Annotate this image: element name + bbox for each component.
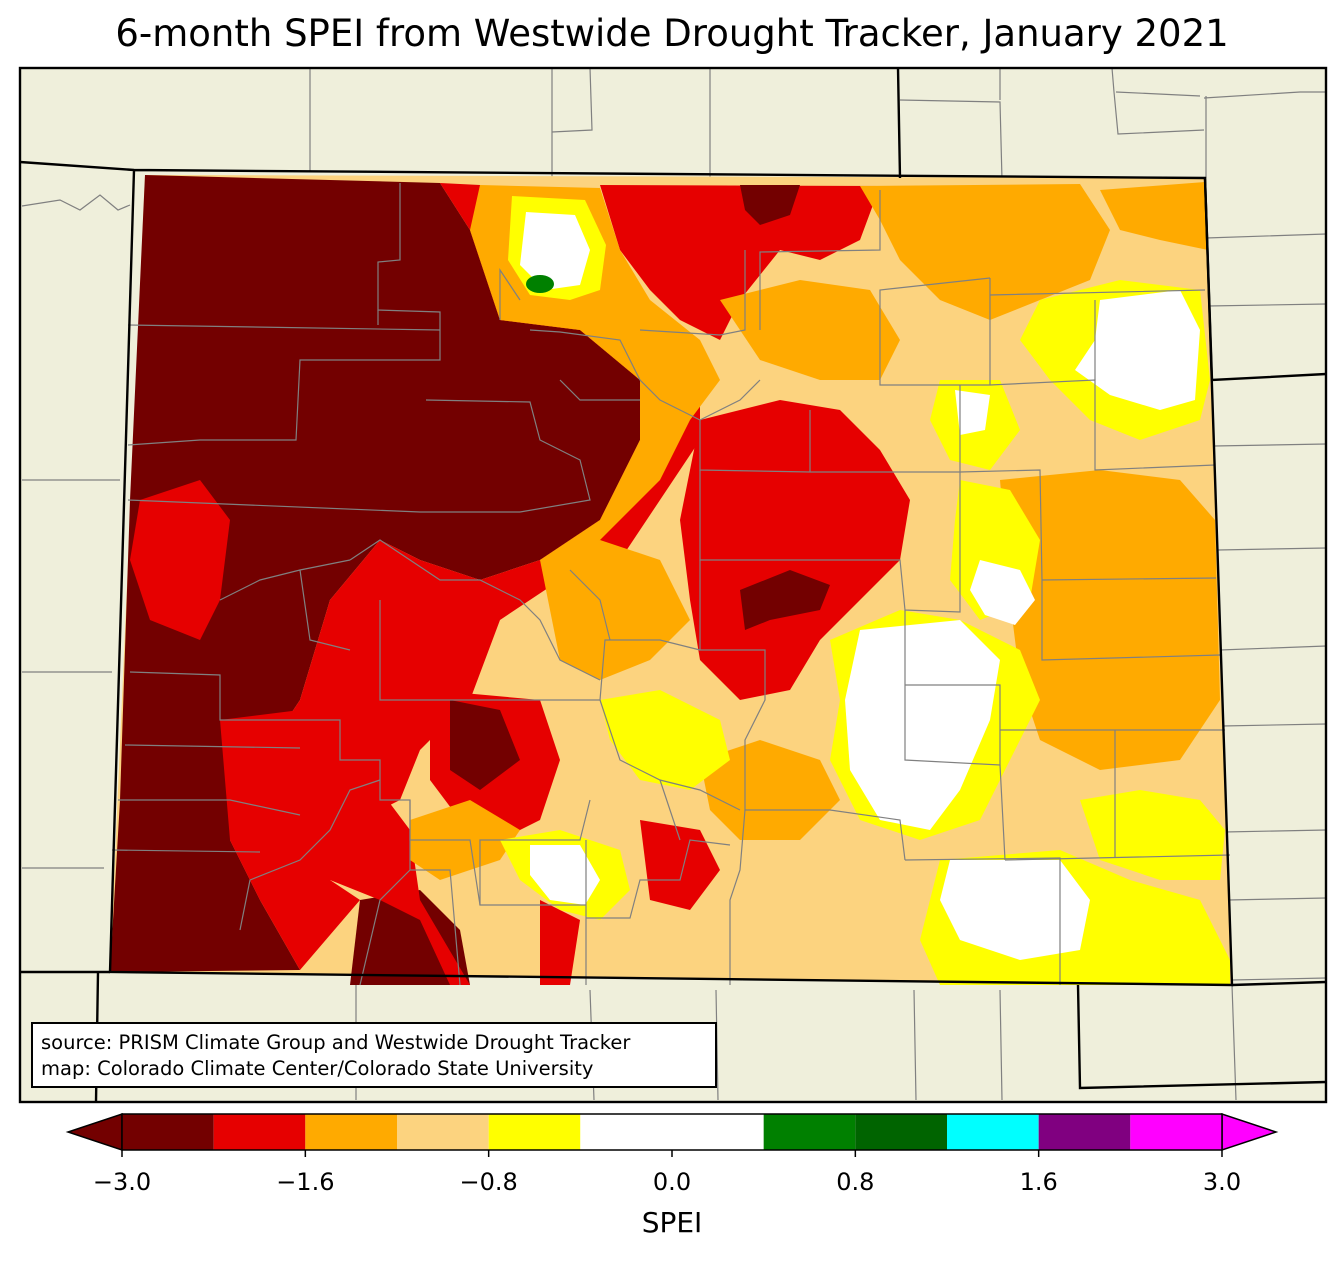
spei-normal-east (845, 620, 1000, 830)
spei-severe-central-east (680, 400, 910, 700)
colorbar-tick-label: 0.0 (652, 1168, 692, 1196)
spei-severe-south (640, 820, 720, 910)
colorbar-tick-label: −0.8 (459, 1168, 518, 1196)
spei-abnormal-arkansas (600, 690, 730, 790)
spei-wet-patch (526, 275, 554, 293)
spei-normal-east-2 (970, 560, 1035, 625)
spei-normal-southeast (940, 860, 1090, 960)
spei-extreme-north (740, 185, 800, 225)
map-credit-line: map: Colorado Climate Center/Colorado St… (41, 1057, 594, 1080)
colorbar-label: SPEI (641, 1206, 703, 1239)
spei-normal-central-east (955, 390, 990, 435)
source-box: source: PRISM Climate Group and Westwide… (31, 1022, 717, 1088)
spei-severe-north (600, 185, 880, 340)
spei-severe-southwest (220, 710, 470, 985)
colorbar-tick-label: 1.6 (1019, 1168, 1058, 1196)
colorbar-tick-label: 3.0 (1202, 1168, 1242, 1196)
county-lines (111, 183, 1231, 986)
spei-extreme-sanjuan (450, 700, 520, 790)
spei-moderate-ne-corner (1100, 182, 1208, 250)
spei-severe-south-2 (540, 900, 580, 985)
spei-normal-sanluis (530, 845, 600, 905)
spei-extreme-central-east (740, 570, 830, 630)
spei-normal-northpark (520, 212, 590, 290)
source-line: source: PRISM Climate Group and Westwide… (41, 1031, 631, 1054)
spei-field (110, 175, 1232, 985)
spei-moderate-southcentral (700, 740, 840, 840)
colorbar-tick-label: −3.0 (92, 1168, 152, 1196)
spei-moderate-park (540, 540, 690, 680)
colorbar-tick-label: −1.6 (276, 1168, 335, 1196)
map-title: 6-month SPEI from Westwide Drought Track… (115, 12, 1229, 55)
colorbar-tick-label: 0.8 (836, 1168, 875, 1196)
spei-moderate-northeast (860, 184, 1110, 320)
spei-severe-nw-patch (130, 480, 230, 640)
map-frame (18, 66, 1328, 1104)
spei-moderate-east (1000, 470, 1220, 770)
spei-normal-northeast (1075, 290, 1200, 410)
spei-moderate-central (720, 280, 900, 380)
